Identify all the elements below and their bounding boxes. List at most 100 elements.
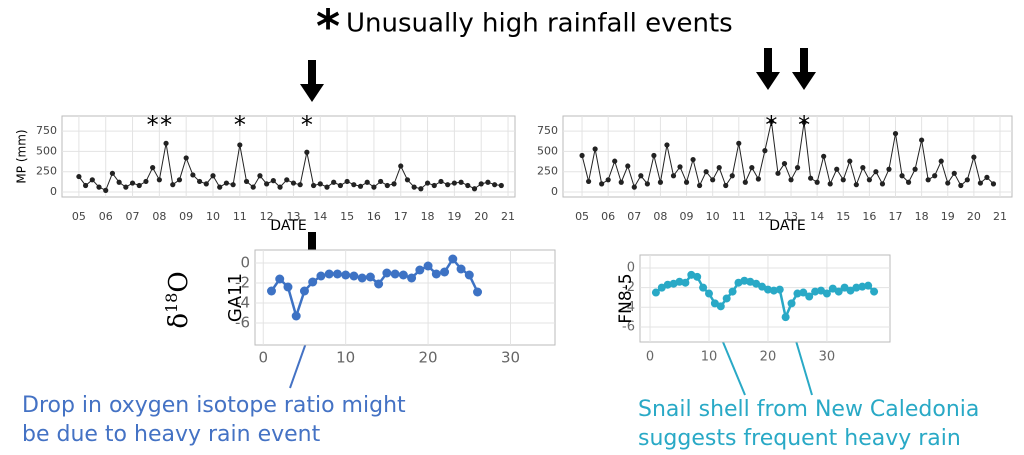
arrow — [300, 60, 324, 102]
data-point — [424, 180, 431, 186]
data-point — [958, 182, 964, 189]
data-point — [365, 272, 375, 282]
data-point — [749, 165, 755, 171]
data-point — [787, 299, 796, 308]
x-tick-label: 20 — [967, 210, 981, 223]
data-point — [297, 182, 303, 188]
data-point — [438, 178, 444, 185]
data-point — [704, 289, 713, 298]
data-point — [788, 177, 794, 183]
data-point — [324, 269, 334, 279]
data-point — [664, 142, 670, 148]
data-point — [324, 184, 330, 190]
data-point — [415, 265, 425, 275]
x-tick-label: 0 — [646, 350, 654, 365]
x-tick-label: 06 — [99, 210, 113, 223]
data-point — [290, 180, 297, 186]
data-point — [116, 179, 122, 185]
y-tick-label: 0 — [50, 185, 57, 198]
data-point — [382, 268, 392, 278]
data-point — [283, 282, 293, 292]
data-point — [404, 177, 411, 183]
data-point — [418, 186, 424, 192]
data-line — [581, 121, 994, 189]
data-point — [847, 158, 853, 164]
data-point — [710, 299, 719, 308]
data-point — [349, 271, 359, 281]
highlight-star: * — [765, 111, 777, 139]
data-point — [351, 182, 357, 188]
data-point — [840, 283, 849, 292]
data-point — [758, 282, 767, 291]
data-point — [210, 173, 216, 179]
data-point — [740, 276, 749, 285]
x-tick-label: 09 — [680, 210, 694, 223]
data-point — [631, 184, 637, 190]
data-point — [675, 277, 684, 286]
data-point — [96, 184, 102, 190]
data-point — [250, 184, 256, 190]
data-point — [304, 149, 310, 155]
x-tick-label: 17 — [889, 210, 903, 223]
y-axis-title: GA11 — [225, 273, 246, 322]
data-point — [775, 170, 781, 176]
data-point — [448, 254, 458, 264]
data-point — [498, 182, 504, 189]
data-point — [76, 173, 82, 180]
data-point — [109, 170, 116, 176]
data-point — [308, 277, 318, 287]
data-point — [638, 173, 644, 179]
highlight-star: * — [147, 111, 159, 139]
data-point — [755, 176, 761, 182]
data-point — [964, 177, 970, 183]
isotope-mass: 18 — [162, 293, 181, 313]
caption-line: suggests frequent heavy rain — [638, 426, 961, 451]
data-point — [846, 286, 855, 295]
data-point — [873, 169, 879, 175]
data-point — [762, 148, 768, 154]
x-tick-label: 19 — [447, 210, 461, 223]
data-point — [866, 177, 872, 183]
data-point — [860, 165, 866, 171]
data-point — [690, 156, 696, 163]
data-point — [364, 179, 370, 185]
data-point — [473, 287, 483, 297]
x-tick-label: 06 — [601, 210, 615, 223]
x-axis-title: DATE — [769, 218, 805, 234]
data-point — [445, 182, 451, 188]
data-point — [763, 285, 772, 294]
x-axis-title: DATE — [270, 218, 306, 234]
data-point — [728, 287, 737, 296]
data-point — [827, 181, 833, 187]
data-point — [431, 269, 441, 279]
data-point — [391, 181, 397, 187]
data-point — [693, 272, 702, 281]
data-point — [945, 180, 951, 186]
x-tick-label: 10 — [336, 349, 355, 367]
x-tick-label: 10 — [206, 210, 220, 223]
data-point — [984, 174, 990, 180]
data-point — [925, 177, 931, 183]
data-point — [357, 183, 364, 189]
y-tick-label: 750 — [537, 124, 558, 137]
plot-panel — [639, 254, 891, 343]
x-tick-label: 13 — [784, 210, 798, 223]
data-point — [657, 179, 664, 185]
data-point — [190, 172, 196, 178]
data-point — [270, 178, 276, 184]
data-point — [592, 146, 598, 152]
y-tick-label: 750 — [36, 124, 57, 137]
isotope-delta: δ — [164, 313, 194, 329]
x-tick-label: 11 — [233, 210, 247, 223]
data-point — [456, 264, 466, 274]
data-point — [808, 175, 814, 181]
y-tick-label: -4 — [622, 300, 635, 315]
x-tick-label: 11 — [732, 210, 746, 223]
x-tick-label: 05 — [575, 210, 589, 223]
data-point — [657, 283, 666, 292]
data-point — [230, 182, 236, 188]
data-point — [431, 182, 437, 189]
data-line — [78, 143, 502, 192]
data-point — [317, 181, 323, 187]
data-point — [870, 287, 879, 296]
